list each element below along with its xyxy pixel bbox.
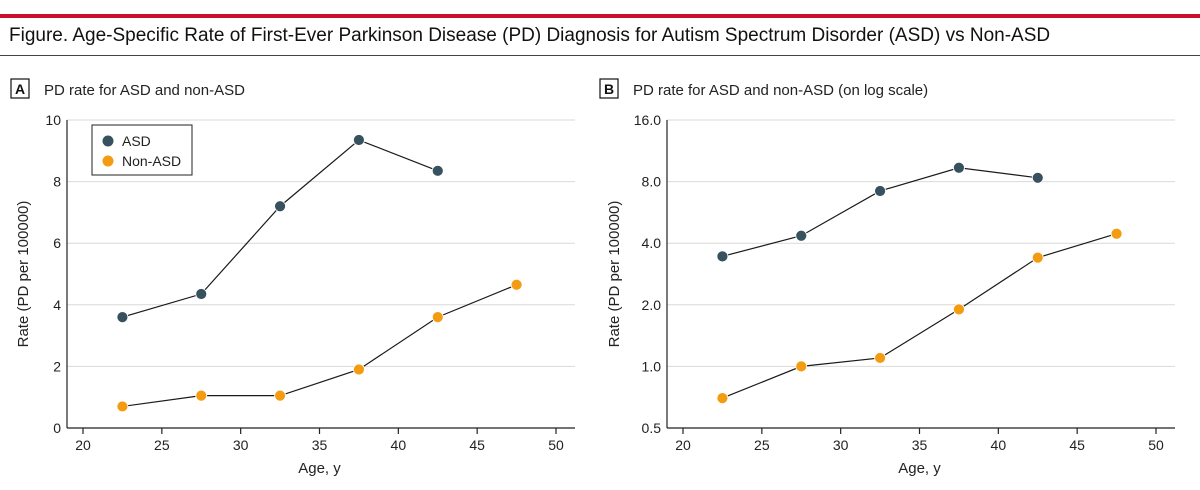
panel-b-x-tick-label: 45: [1069, 437, 1085, 453]
panel-a-y-tick-label: 6: [53, 235, 61, 251]
panel-a-y-tick-label: 8: [53, 174, 61, 190]
panel-a-x-axis-label: Age, y: [298, 460, 341, 477]
panel-a-asd-point: [431, 164, 444, 177]
panel-b-x-axis-label: Age, y: [898, 460, 941, 477]
legend-label-non-asd: Non-ASD: [122, 153, 181, 169]
panel-a-y-tick-label: 4: [53, 297, 61, 313]
panel-b-y-tick-label: 0.5: [642, 420, 662, 436]
panel-a-non-asd-point: [274, 389, 286, 402]
panel-b-letter-box: [599, 78, 619, 99]
panel-b-non-asd-point: [1031, 251, 1044, 264]
legend-marker-asd: [102, 135, 114, 147]
panel-a-non-asd-line: [122, 284, 517, 408]
panel-a-non-asd-point: [116, 400, 129, 413]
panel-a-asd-point: [353, 134, 365, 146]
panel-b-y-axis-label: Rate (PD per 100000): [606, 201, 623, 348]
panel-b-y-tick-label: 4.0: [642, 235, 662, 251]
panel-b-non-asd-point: [874, 352, 886, 364]
panel-b-title: PD rate for ASD and non-ASD (on log scal…: [633, 82, 928, 99]
panel-a-y-tick-label: 10: [45, 112, 61, 128]
title-accent-bar: [0, 14, 1200, 18]
panel-b-asd-point: [795, 229, 808, 242]
panel-b-letter: B: [604, 81, 614, 97]
panel-a-asd-point: [116, 311, 129, 324]
panel-b-x-tick-label: 30: [833, 437, 849, 453]
panel-a-legend-box: [91, 124, 193, 176]
panel-a-x-tick-label: 40: [391, 437, 407, 453]
panel-b-x-tick-label: 40: [991, 437, 1007, 453]
panel-b-non-asd-point: [953, 303, 965, 316]
panel-b-asd-point: [874, 185, 886, 197]
panel-a-non-asd-point: [353, 363, 365, 376]
panel-b-non-asd-point: [795, 360, 808, 373]
panel-b-x-tick-label: 25: [754, 437, 770, 453]
panel-a-y-axis-label: Rate (PD per 100000): [15, 201, 32, 348]
panel-b-non-asd-point: [1110, 227, 1123, 240]
panel-a-y-tick-label: 0: [53, 420, 61, 436]
panel-b-x-tick-label: 20: [675, 437, 691, 453]
panel-a-x-tick-label: 20: [75, 437, 91, 453]
panel-b-asd-point: [953, 161, 965, 174]
panel-b-y-tick-label: 16.0: [634, 112, 661, 128]
panel-a-x-tick-label: 35: [312, 437, 328, 453]
panel-a-x-tick-label: 25: [154, 437, 170, 453]
title-rule: [0, 55, 1200, 56]
panel-b-y-tick-label: 2.0: [642, 297, 662, 313]
panel-a-letter-box: [10, 78, 30, 99]
panel-a-y-tick-label: 2: [53, 358, 61, 374]
panel-b-non-asd-line: [722, 233, 1117, 399]
legend-label-asd: ASD: [122, 133, 151, 149]
panel-b-y-tick-label: 8.0: [642, 174, 662, 190]
legend-marker-non-asd: [102, 155, 114, 167]
panel-a-asd-point: [274, 200, 286, 213]
panel-b-non-asd-point: [716, 392, 729, 404]
panel-b-x-tick-label: 35: [912, 437, 928, 453]
panel-b-asd-point: [1031, 171, 1044, 184]
panel-b-x-tick-label: 50: [1148, 437, 1164, 453]
panel-a-x-tick-label: 50: [548, 437, 564, 453]
figure-title: Figure. Age-Specific Rate of First-Ever …: [9, 25, 1051, 46]
panel-a-x-tick-label: 45: [469, 437, 485, 453]
panel-a-non-asd-point: [510, 278, 523, 291]
panel-b-y-tick-label: 1.0: [642, 358, 662, 374]
panel-a-title: PD rate for ASD and non-ASD: [44, 82, 245, 99]
panel-a-letter: A: [15, 81, 25, 97]
panel-a-non-asd-point: [431, 311, 444, 324]
panel-a-asd-point: [195, 288, 208, 300]
panel-b-asd-point: [716, 250, 729, 263]
panel-a-x-tick-label: 30: [233, 437, 249, 453]
panel-a-non-asd-point: [195, 389, 208, 402]
